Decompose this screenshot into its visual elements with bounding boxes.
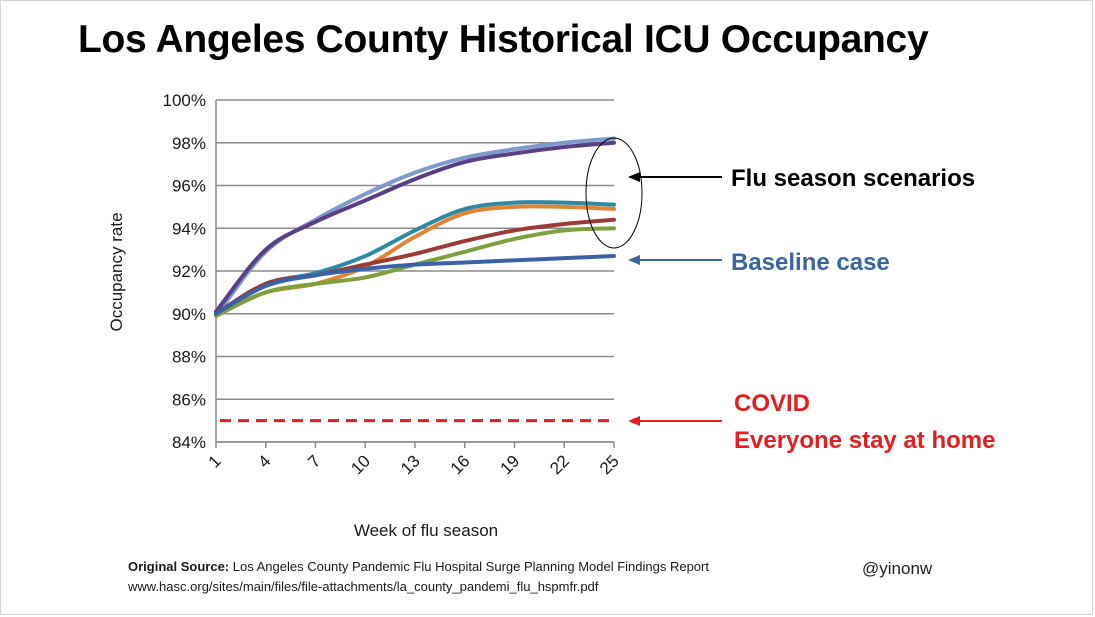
baseline-arrowhead-icon: [628, 255, 640, 265]
x-tick-label: 7: [304, 451, 324, 471]
y-tick-label: 94%: [172, 219, 206, 238]
annotation-flu-scenarios: Flu season scenarios: [731, 165, 975, 192]
x-tick-label: 10: [347, 451, 374, 478]
author-handle: @yinonw: [862, 559, 933, 578]
x-tick-label: 25: [596, 451, 623, 478]
series-lines: [214, 136, 616, 318]
x-axis-label: Week of flu season: [354, 521, 498, 540]
y-tick-label: 90%: [172, 305, 206, 324]
covid-arrowhead-icon: [628, 416, 640, 426]
flu-scenarios-arrowhead-icon: [628, 172, 640, 182]
y-axis-label: Occupancy rate: [107, 212, 126, 331]
annotation-stay-home: Everyone stay at home: [734, 427, 995, 454]
series-line-2: [214, 140, 616, 314]
annotation-baseline: Baseline case: [731, 249, 890, 276]
series-line-5: [214, 217, 616, 316]
axes: [215, 100, 615, 448]
y-tick-label: 92%: [172, 262, 206, 281]
y-tick-label: 84%: [172, 433, 206, 452]
source-label: Original Source:: [128, 559, 230, 574]
y-tick-label: 86%: [172, 390, 206, 409]
x-tick-label: 16: [447, 451, 474, 478]
source-url[interactable]: www.hasc.org/sites/main/files/file-attac…: [128, 579, 599, 594]
source-text: Los Angeles County Pandemic Flu Hospital…: [232, 559, 709, 574]
x-tick-label: 19: [497, 451, 524, 478]
page-title: Los Angeles County Historical ICU Occupa…: [78, 18, 929, 61]
gridlines: [216, 99, 614, 443]
source-line: Original Source: Los Angeles County Pand…: [128, 559, 709, 574]
x-tick-label: 4: [254, 451, 274, 471]
y-tick-label: 88%: [172, 348, 206, 367]
x-tick-label: 13: [397, 451, 424, 478]
x-tick-label: 22: [546, 451, 573, 478]
y-tick-label: 98%: [172, 134, 206, 153]
y-tick-label: 100%: [163, 91, 206, 110]
flu-scenarios-ellipse: [585, 137, 643, 249]
y-tick-label: 96%: [172, 177, 206, 196]
annotation-covid: COVID: [734, 390, 810, 417]
series-line-7: [214, 254, 616, 316]
x-tick-label: 1: [205, 451, 225, 471]
